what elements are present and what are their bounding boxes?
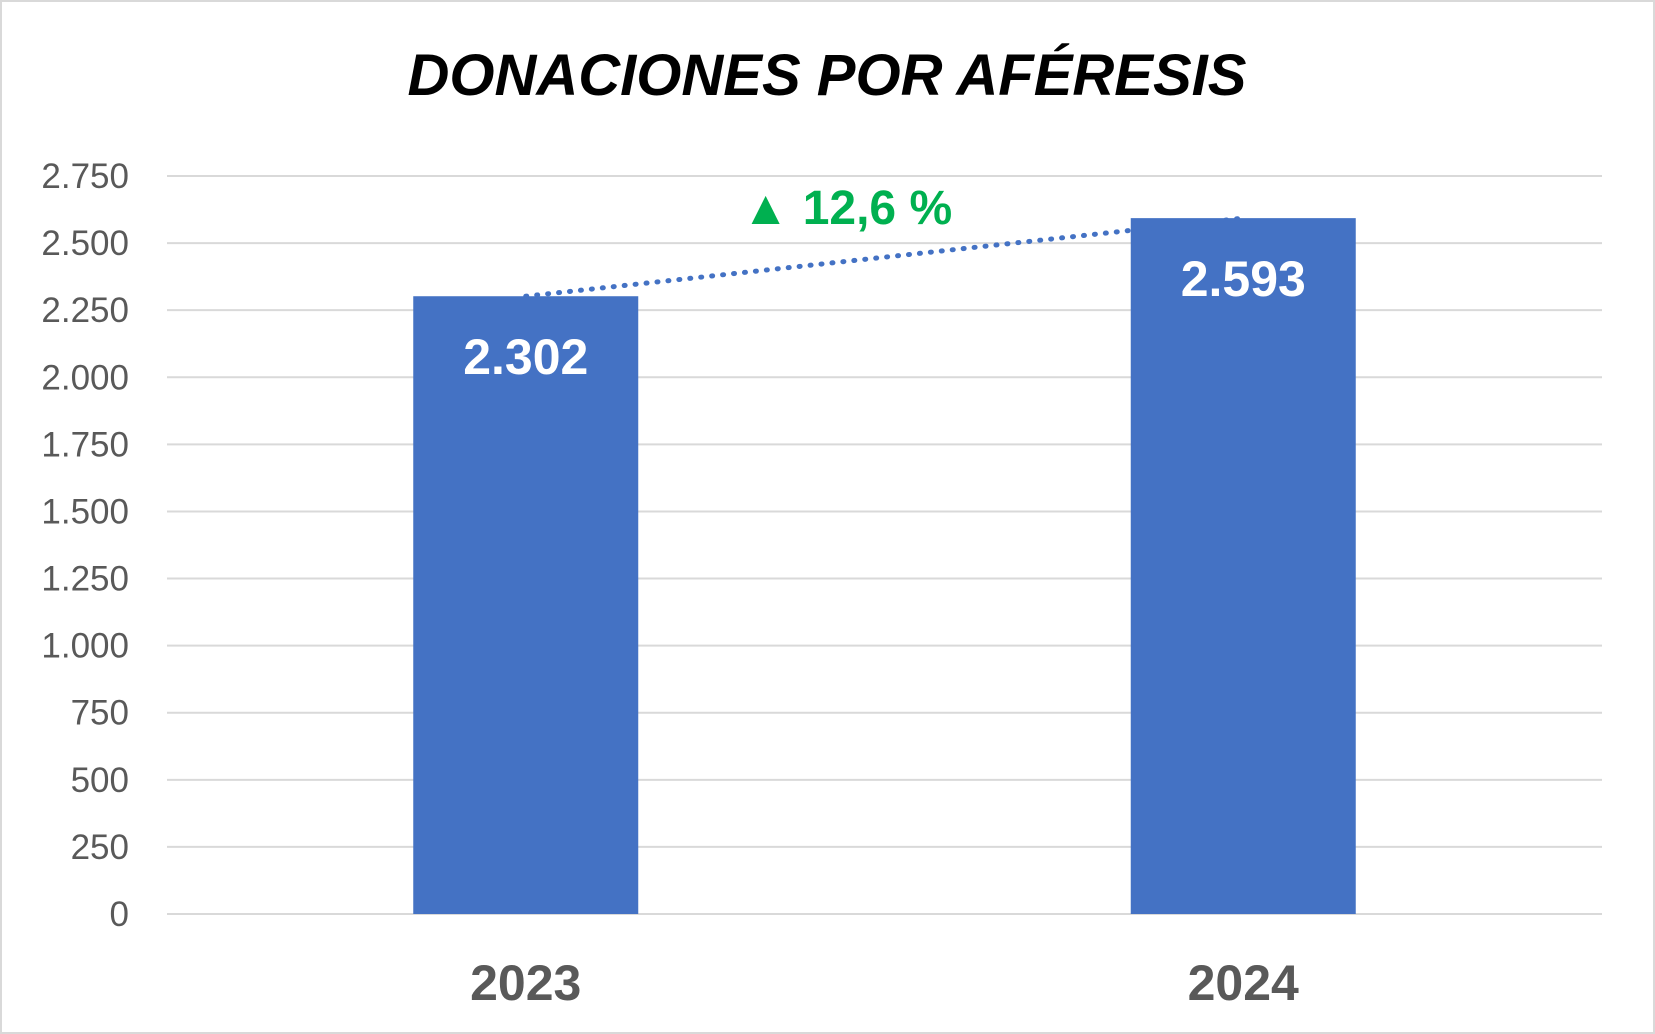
data-labels: 2.302 2.593 <box>463 251 1306 385</box>
y-tick-label: 0 <box>110 895 129 934</box>
y-tick-label: 250 <box>71 828 129 867</box>
x-tick-label: 2024 <box>1188 955 1299 1011</box>
y-tick-label: 1.250 <box>41 560 129 599</box>
y-tick-label: 1.000 <box>41 627 129 666</box>
y-tick-label: 1.500 <box>41 492 129 531</box>
x-tick-label: 2023 <box>470 955 581 1011</box>
y-axis-ticks: 0 250 500 750 1.000 1.250 1.500 1.750 2.000 2.250… <box>41 157 129 934</box>
y-tick-label: 1.750 <box>41 425 129 464</box>
data-label-2023: 2.302 <box>463 329 588 385</box>
y-tick-label: 750 <box>71 694 129 733</box>
bar-2024 <box>1130 218 1356 915</box>
x-axis-ticks: 2023 2024 <box>470 955 1299 1011</box>
y-tick-label: 2.750 <box>41 157 129 196</box>
y-tick-label: 2.250 <box>41 291 129 330</box>
trendline <box>523 215 1246 299</box>
y-tick-label: 500 <box>71 761 129 800</box>
chart-title: DONACIONES POR AFÉRESIS <box>408 43 1247 108</box>
y-tick-label: 2.000 <box>41 358 129 397</box>
bars <box>413 218 1356 915</box>
trend-line <box>523 215 1246 299</box>
gridlines <box>167 175 1602 915</box>
bar-2023 <box>413 296 639 914</box>
growth-annotation: ▲ 12,6 % <box>742 182 952 235</box>
y-tick-label: 2.500 <box>41 224 129 263</box>
data-label-2024: 2.593 <box>1181 251 1306 307</box>
